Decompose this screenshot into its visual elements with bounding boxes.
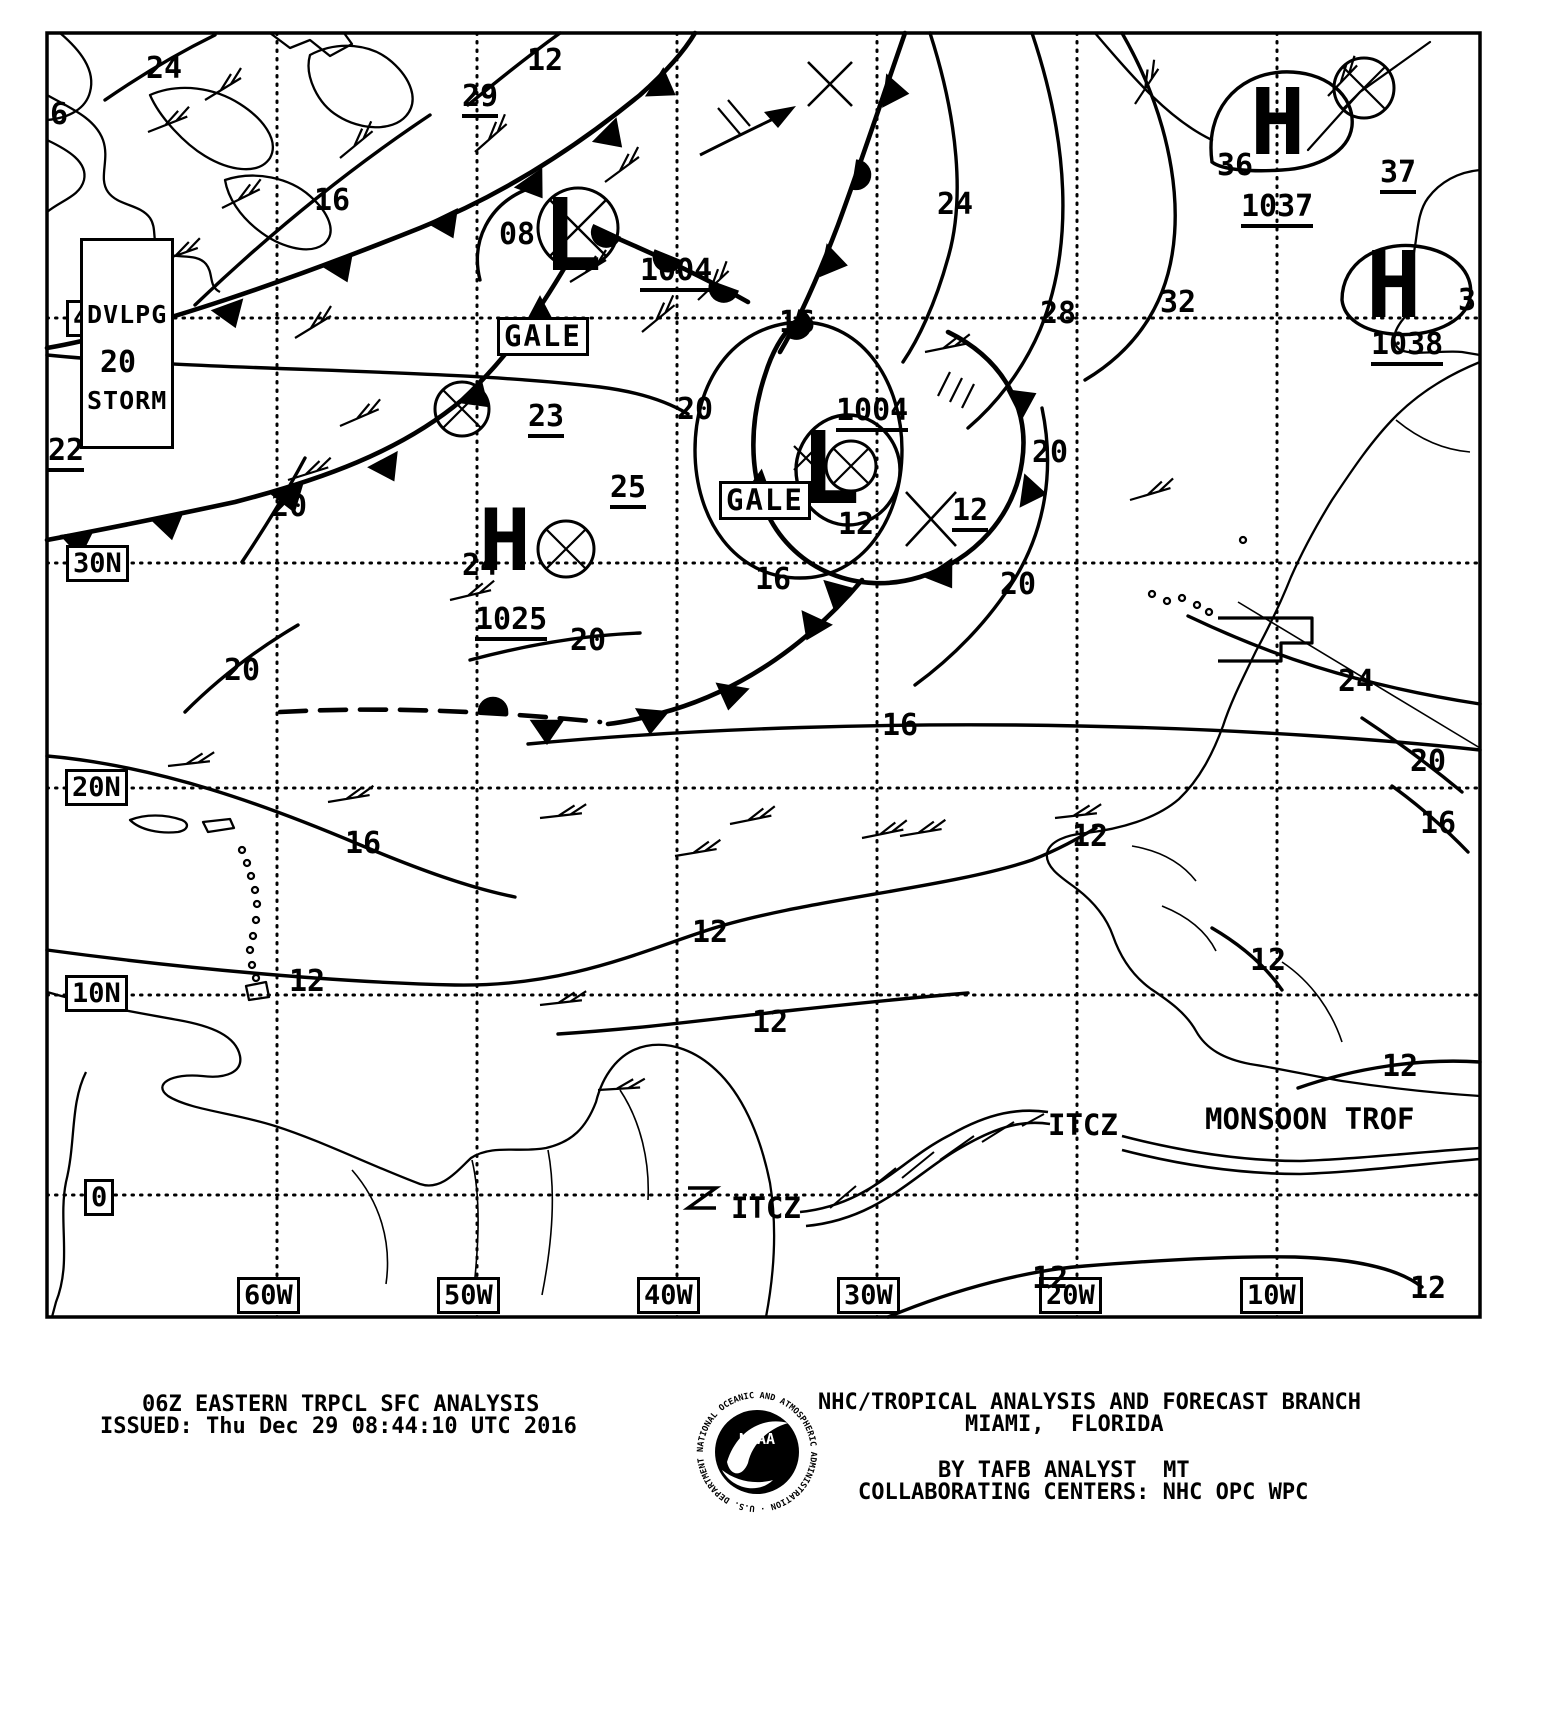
- isobar-label: 20: [100, 345, 137, 380]
- isobar-label: 20: [224, 653, 261, 688]
- lat-label-10n: 10N: [65, 975, 128, 1012]
- isobar-label: 12: [1072, 819, 1109, 854]
- isobars: [45, 31, 1482, 1319]
- lat-label-equator: 0: [84, 1179, 115, 1216]
- isobar-label: 16: [755, 562, 792, 597]
- dvlpg-storm-line2: STORM: [87, 385, 168, 415]
- itcz-label-west: ITCZ: [731, 1191, 801, 1225]
- footer-centers-line: COLLABORATING CENTERS: NHC OPC WPC: [858, 1480, 1309, 1505]
- trough-x-mark: [807, 61, 853, 107]
- noaa-wordmark: NOAA: [739, 1430, 775, 1448]
- pressure-value: 22: [48, 436, 85, 472]
- pressure-value: 1025: [475, 605, 548, 641]
- isobar-label: 24: [146, 51, 183, 86]
- isobar-label: 24: [462, 548, 499, 583]
- gale-warning-box-central: GALE: [719, 481, 811, 520]
- isobar-label: 3: [1458, 283, 1477, 318]
- high-symbol-azores: H: [1250, 69, 1306, 176]
- dvlpg-storm-line1: DVLPG: [87, 299, 168, 329]
- noaa-wave-icon: [722, 1470, 773, 1489]
- footer-location-line: MIAMI, FLORIDA: [965, 1412, 1164, 1437]
- trough-x-mark: [905, 491, 957, 547]
- pressure-value: 1037: [1241, 192, 1314, 228]
- isobar-label: 12: [527, 43, 564, 78]
- lon-label-10w: 10W: [1240, 1277, 1303, 1314]
- isobar-label: 36: [1217, 148, 1254, 183]
- pressure-value: 29: [462, 82, 499, 118]
- pressure-value: 37: [1380, 158, 1417, 194]
- isobar-label: 12: [289, 964, 326, 999]
- lon-label-40w: 40W: [637, 1277, 700, 1314]
- map-border: [45, 31, 1482, 1319]
- gale-warning-box-north: GALE: [497, 317, 589, 356]
- pressure-center-marks: [433, 56, 1396, 579]
- footer-branch-line: NHC/TROPICAL ANALYSIS AND FORECAST BRANC…: [818, 1390, 1362, 1415]
- isobar-label: 24: [1338, 664, 1375, 699]
- isobar-label: 12: [1250, 943, 1287, 978]
- isobar-label: 12: [752, 1005, 789, 1040]
- lon-label-30w: 30W: [837, 1277, 900, 1314]
- itcz-label-east: ITCZ: [1048, 1108, 1118, 1142]
- isobar-label: 24: [937, 187, 974, 222]
- isobar-label: 12: [1032, 1261, 1069, 1296]
- wind-shift-arrow: [699, 106, 796, 157]
- lon-label-60w: 60W: [237, 1277, 300, 1314]
- lat-label-20n: 20N: [65, 769, 128, 806]
- frontolysis-marks: [717, 99, 751, 135]
- high-symbol-iberia: H: [1366, 232, 1422, 339]
- isobar-label: 12: [1382, 1049, 1419, 1084]
- itcz-band: [682, 1109, 1481, 1228]
- footer-analysis-title: 06Z EASTERN TRPCL SFC ANALYSIS: [142, 1392, 540, 1417]
- pressure-value: 12: [952, 496, 989, 532]
- pressure-value: 1038: [1371, 330, 1444, 366]
- footer-issued-line: ISSUED: Thu Dec 29 08:44:10 UTC 2016: [100, 1414, 577, 1439]
- low-symbol-north: L: [542, 177, 603, 294]
- pressure-value: 1004: [836, 396, 909, 432]
- high-symbol-subtropical: H: [479, 491, 531, 591]
- lon-label-50w: 50W: [437, 1277, 500, 1314]
- isobar-label: 32: [1160, 285, 1197, 320]
- pressure-value: 1004: [640, 256, 713, 292]
- isobar-label: 16: [779, 305, 816, 340]
- isobar-label: 16: [882, 708, 919, 743]
- pressure-value: 23: [528, 402, 565, 438]
- lat-label-30n: 30N: [66, 545, 129, 582]
- footer-analyst-line: BY TAFB ANALYST MT: [938, 1458, 1190, 1483]
- isobar-label: 16: [1420, 806, 1457, 841]
- isobar-label: 16: [314, 183, 351, 218]
- noaa-bird-icon: [727, 1421, 788, 1474]
- isobar-label: 20: [1410, 744, 1447, 779]
- isobar-label: 20: [271, 489, 308, 524]
- isobar-label: 28: [1040, 296, 1077, 331]
- pressure-value: 25: [610, 473, 647, 509]
- isobar-label: 20: [570, 623, 607, 658]
- low-symbol-central: L: [800, 410, 861, 527]
- isobar-label: 20: [677, 392, 714, 427]
- isobar-label: 6: [50, 97, 69, 132]
- isobar-label: 20: [1000, 567, 1037, 602]
- isobar-label: 20: [1032, 435, 1069, 470]
- monsoon-trof-label: MONSOON TROF: [1205, 1102, 1415, 1136]
- isobar-label: 12: [1410, 1271, 1447, 1306]
- itcz-zigzag: [682, 1186, 722, 1210]
- coastlines: [46, 32, 1481, 1318]
- isobar-label: 08: [499, 217, 536, 252]
- isobar-label: 12: [692, 915, 729, 950]
- isobar-label: 16: [345, 826, 382, 861]
- dvlpg-storm-box: DVLPG STORM: [80, 238, 175, 450]
- isobar-label: 12: [838, 507, 875, 542]
- frontogenesis-marks: [937, 371, 975, 409]
- lon-label-20w: 20W: [1039, 1277, 1102, 1314]
